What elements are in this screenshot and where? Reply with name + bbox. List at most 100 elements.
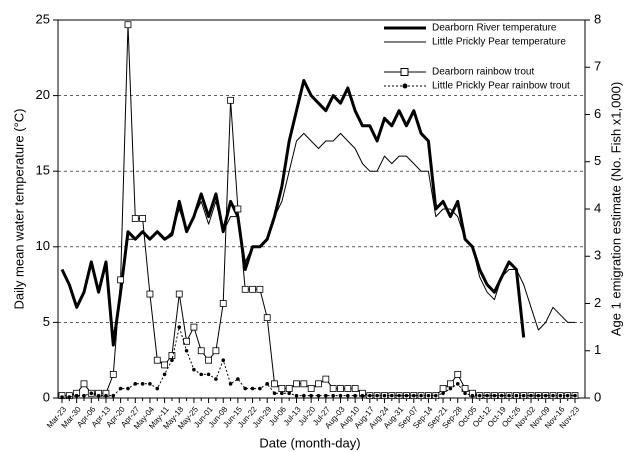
marker-square [80, 380, 88, 388]
marker-dot [118, 386, 123, 391]
marker-dot [126, 386, 130, 391]
marker-square [175, 290, 183, 298]
y2-tick-label: 3 [594, 248, 601, 263]
marker-dot [433, 393, 438, 398]
marker-dot [294, 393, 299, 398]
marker-dot [221, 358, 226, 363]
series-line [61, 132, 575, 338]
marker-square [351, 385, 359, 392]
marker-square [146, 290, 154, 298]
marker-dot [353, 393, 357, 398]
y2-tick-label: 7 [594, 59, 601, 74]
marker-dot [543, 393, 548, 398]
marker-square [109, 370, 117, 378]
marker-square [439, 385, 447, 392]
marker-dot [243, 386, 248, 391]
marker-dot [287, 391, 291, 396]
marker-dot [558, 393, 563, 398]
marker-dot [140, 382, 145, 386]
y2-tick-label: 8 [594, 11, 601, 26]
marker-square [153, 356, 161, 364]
marker-dot [177, 325, 182, 329]
y2-axis-title: Age 1 emigration estimate (No. Fish x1,0… [608, 82, 623, 336]
marker-dot [302, 393, 306, 398]
marker-square [271, 380, 278, 388]
y-tick-label: 5 [43, 314, 50, 329]
marker-dot [573, 393, 577, 398]
marker-dot [463, 391, 467, 396]
marker-dot [192, 367, 196, 372]
legend-label: Little Prickly Pear rainbow trout [432, 81, 570, 92]
marker-dot [272, 391, 277, 396]
marker-square [161, 361, 169, 369]
marker-dot [426, 393, 431, 398]
marker-dot [419, 393, 423, 398]
marker-square [256, 285, 264, 293]
marker-dot [441, 391, 445, 396]
marker-dot [565, 393, 570, 398]
marker-dot [470, 393, 475, 398]
marker-dot [199, 372, 204, 377]
marker-square [227, 96, 234, 104]
marker-dot [214, 377, 218, 381]
marker-dot [280, 391, 284, 396]
marker-square [168, 352, 176, 359]
marker-square [219, 300, 227, 307]
y-tick-label: 25 [36, 11, 50, 26]
legend-label: Dearborn River temperature [432, 23, 557, 34]
marker-dot [148, 382, 152, 386]
marker-dot [228, 382, 233, 386]
y2-tick-label: 5 [594, 153, 601, 168]
y-tick-label: 15 [36, 163, 50, 178]
marker-dot [507, 393, 511, 398]
marker-dot [324, 393, 328, 398]
marker-dot [411, 393, 416, 398]
marker-dot [206, 372, 211, 377]
marker-square [197, 347, 205, 355]
marker-dot [60, 395, 64, 399]
marker-dot [258, 386, 262, 391]
marker-square [300, 380, 308, 388]
marker-square [454, 370, 462, 378]
marker-dot [104, 393, 108, 398]
y-tick-label: 0 [43, 389, 50, 404]
marker-square [212, 347, 220, 355]
y2-tick-label: 6 [594, 106, 601, 121]
marker-square [241, 285, 249, 293]
y-tick-label: 20 [36, 87, 50, 102]
marker-dot [360, 393, 365, 398]
marker-square [249, 285, 256, 293]
marker-square [139, 215, 147, 222]
marker-dot [404, 393, 409, 398]
marker-dot [250, 386, 255, 391]
legend-label: Dearborn rainbow trout [432, 67, 534, 78]
marker-dot [74, 393, 79, 398]
marker-dot [133, 382, 138, 386]
marker-dot [551, 393, 555, 398]
marker-square [315, 380, 322, 388]
marker-dot [96, 393, 101, 398]
y2-tick-label: 4 [594, 200, 601, 215]
marker-dot [89, 391, 94, 396]
marker-square [278, 385, 286, 392]
y-tick-label: 10 [36, 238, 50, 253]
marker-dot [514, 393, 519, 398]
marker-square [131, 215, 139, 222]
marker-dot [184, 348, 189, 353]
y2-tick-label: 0 [594, 389, 601, 404]
marker-square [307, 385, 315, 392]
legend-marker [400, 68, 409, 76]
marker-dot [448, 386, 453, 391]
marker-dot [67, 395, 72, 399]
marker-square [344, 385, 352, 392]
y2-tick-label: 2 [594, 295, 601, 310]
marker-dot [485, 393, 489, 398]
marker-square [117, 276, 125, 284]
marker-dot [111, 393, 116, 398]
x-axis-title: Date (month-day) [259, 435, 360, 450]
marker-square [329, 385, 337, 392]
marker-square [447, 380, 454, 388]
marker-dot [170, 358, 174, 363]
marker-square [322, 375, 330, 383]
marker-dot [536, 393, 541, 398]
